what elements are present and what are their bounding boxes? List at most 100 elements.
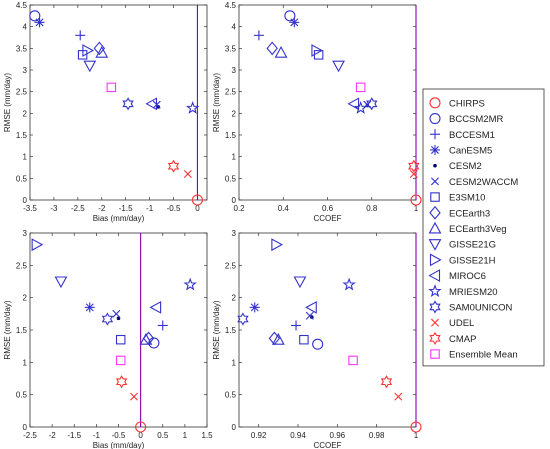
- legend-marker-gisse21h: [429, 253, 442, 267]
- legend-label: BCCESM1: [449, 130, 495, 141]
- point-gisse21h: [31, 238, 44, 252]
- point-chirps: [410, 194, 422, 206]
- legend-entry-mriesm20: MRIESM20: [428, 284, 498, 298]
- plot-area: [238, 232, 417, 428]
- point-cmap: [408, 159, 420, 173]
- point-miroc6: [305, 300, 317, 314]
- legend-entry-udel: UDEL: [431, 318, 474, 329]
- legend-box: [422, 88, 545, 367]
- y-tick-label: 1: [23, 153, 28, 162]
- legend-marker-sam0unicon: [429, 300, 441, 314]
- point-gisse21h: [82, 44, 95, 57]
- point-bccsm2mr: [29, 10, 41, 22]
- y-axis-label: RMSE (mm/day): [3, 300, 12, 359]
- legend-marker-cmap: [429, 331, 441, 345]
- point-cesm2waccm: [305, 311, 314, 320]
- point-sam0unicon: [122, 97, 134, 111]
- point-sam0unicon: [101, 312, 114, 326]
- point-miroc6: [145, 97, 158, 111]
- y-tick-label: 2: [23, 294, 28, 303]
- y-tick-label: 1: [232, 153, 237, 162]
- legend-marker-ensemble-mean: [430, 349, 440, 359]
- legend-entry-gisse21g: GISSE21G: [428, 239, 496, 251]
- x-axis-label: Bias (mm/day): [93, 441, 145, 449]
- y-tick-label: 3: [232, 229, 237, 238]
- x-tick-label: -1.5: [67, 431, 81, 440]
- point-bccesm1: [157, 320, 168, 331]
- legend-entry-ecearth3: ECEarth3: [429, 205, 490, 220]
- x-tick-label: 0.98: [369, 431, 385, 440]
- point-cmap: [167, 159, 180, 173]
- point-ecearth3: [93, 41, 106, 56]
- plot-area: [29, 232, 208, 428]
- point-cmap: [380, 375, 393, 389]
- legend-label: BCCSM2MR: [449, 114, 504, 125]
- legend-marker-ecearth3veg: [428, 221, 442, 234]
- legend-entry-ensemble-mean: Ensemble Mean: [430, 349, 518, 361]
- legend-marker-ecearth3: [429, 205, 441, 220]
- point-udel: [129, 392, 138, 401]
- y-tick-label: 3.5: [225, 44, 237, 53]
- y-tick-label: 2: [232, 294, 237, 303]
- point-gisse21g: [54, 276, 68, 289]
- y-tick-label: 1.5: [16, 326, 28, 335]
- legend-entry-miroc6: MIROC6: [428, 269, 486, 282]
- panel-3: -2.5 -2 -1.5 -1 -0.5 0 0.5 1 1.5 0 0.5 1 1.5 2 2.5 3 Bia…: [3, 229, 213, 449]
- x-tick-label: -0.5: [112, 431, 126, 440]
- y-tick-label: 2.5: [225, 88, 237, 97]
- x-tick-label: 0: [195, 204, 200, 213]
- x-tick-label: -3.5: [23, 204, 37, 213]
- x-tick-label: -2.5: [71, 204, 85, 213]
- y-tick-label: 3: [23, 229, 28, 238]
- point-miroc6: [347, 97, 360, 111]
- legend-marker-bccsm2mr: [429, 113, 441, 125]
- point-ensemble-mean: [115, 355, 126, 366]
- y-tick-label: 0.5: [225, 174, 237, 183]
- y-tick-label: 0.5: [16, 174, 28, 183]
- x-tick-label: 1.5: [201, 431, 213, 440]
- point-mriesm20: [183, 277, 197, 291]
- panel-1: -3.5 -3 -2.5 -2 -1.5 -1 -0.5 0 0 0.5 1 1.5 2 2.5 3 3.5 4…: [3, 1, 208, 223]
- y-tick-label: 4: [232, 23, 237, 32]
- y-axis-label: RMSE (mm/day): [212, 73, 221, 132]
- legend-label: Ensemble Mean: [449, 350, 518, 361]
- point-chirps: [191, 194, 203, 206]
- point-sam0unicon: [237, 312, 249, 326]
- y-tick-label: 0: [23, 423, 28, 432]
- legend-label: MRIESM20: [449, 287, 498, 298]
- legend-label: CESM2: [449, 161, 482, 172]
- panel-2: 0.2 0.4 0.6 0.8 1 0 0.5 1 1.5 2 2.5 3 3.5 4 4.5 CCOEF RM…: [212, 1, 422, 223]
- legend-marker-mriesm20: [428, 284, 442, 297]
- x-tick-label: -1: [146, 204, 154, 213]
- y-axis-label: RMSE (mm/day): [212, 300, 221, 359]
- point-e3sm10: [299, 334, 309, 345]
- point-ensemble-mean: [355, 82, 366, 93]
- y-tick-label: 4: [23, 23, 28, 32]
- x-tick-label: 0.5: [157, 431, 169, 440]
- x-tick-label: 1: [183, 431, 188, 440]
- y-tick-label: 2.5: [16, 261, 28, 270]
- point-canesm5: [249, 302, 260, 313]
- point-bccsm2mr: [284, 10, 296, 22]
- y-tick-label: 3.5: [16, 44, 28, 53]
- legend-marker-cesm2: [433, 163, 437, 168]
- legend-label: MIROC6: [449, 271, 486, 282]
- x-axis-label: CCOEF: [314, 214, 342, 223]
- legend-marker-cesm2waccm: [431, 177, 439, 186]
- legend-entry-cmap: CMAP: [429, 331, 476, 345]
- legend-entry-bccsm2mr: BCCSM2MR: [429, 113, 504, 125]
- point-e3sm10: [115, 334, 126, 345]
- x-tick-label: -1.5: [119, 204, 133, 213]
- x-tick-label: -2.5: [23, 431, 37, 440]
- legend-entry-sam0unicon: SAM0UNICON: [429, 300, 512, 314]
- legend-marker-gisse21g: [428, 239, 442, 251]
- x-tick-label: 0.2: [233, 204, 245, 213]
- point-gisse21g: [293, 276, 307, 289]
- legend-label: CanESM5: [449, 145, 492, 156]
- x-tick-label: -2: [49, 431, 57, 440]
- y-tick-label: 1.5: [225, 326, 237, 335]
- point-udel: [183, 170, 192, 178]
- legend-entry-canesm5: CanESM5: [430, 144, 492, 156]
- point-mriesm20: [185, 101, 200, 114]
